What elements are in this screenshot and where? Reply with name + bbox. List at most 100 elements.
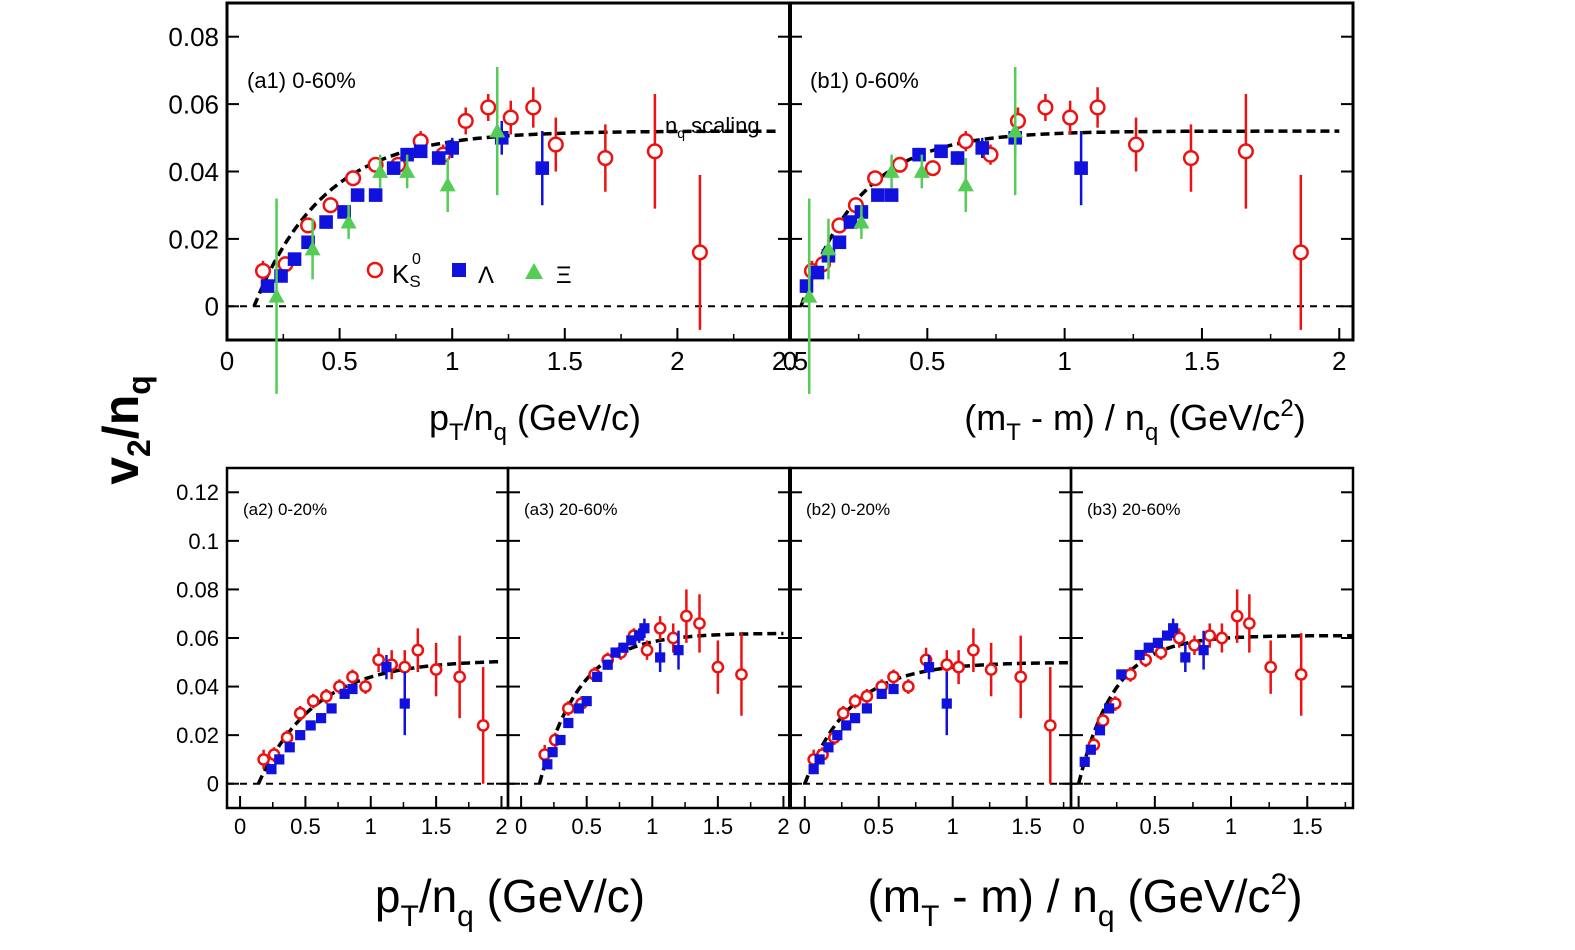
lambda-point-a3	[639, 623, 650, 634]
ks-point-a1	[345, 170, 362, 187]
ks-point-b3	[1230, 609, 1244, 623]
x-tick-label-b3: 0	[1072, 814, 1084, 839]
lambda-point-a2	[326, 703, 337, 714]
ks-point-a2	[293, 706, 307, 720]
y-axis-label-slash: /n	[93, 395, 149, 439]
ks-point-b3	[1203, 629, 1217, 642]
lambda-point-a2	[266, 764, 277, 775]
x-axis-title-a-bottom: pT/nq (GeV/c)	[375, 870, 645, 933]
ks-point-a1	[457, 112, 474, 129]
lambda-point-a3	[655, 652, 666, 663]
xi-point-a1	[372, 163, 389, 178]
x-tick-label-a2: 2	[495, 814, 507, 839]
ks-point-a2	[429, 663, 443, 676]
ks-point-b2	[940, 658, 954, 672]
x-tick-label-b3: 0.5	[1140, 814, 1171, 839]
lambda-point-b2	[808, 764, 819, 775]
lambda-point-b3	[1180, 652, 1191, 663]
panel-a2: 0 0.5 1 1.5 2 0 0.02 0.04 0.06 0.08 0.1 0.12 (a2) 0-…	[176, 466, 510, 839]
y-tick-label-a1: 0.06	[168, 89, 219, 119]
nq-scaling-annotation: nq scaling	[665, 113, 760, 141]
lambda-point-a2	[339, 688, 350, 699]
ks-point-b1	[1127, 136, 1145, 153]
panels-layer: 0 0.5 1 1.5 2 2.500.020.040.060.08(a1) 0-60%0…	[168, 1, 1355, 839]
ks-point-b3	[1154, 646, 1168, 659]
ks-point-b1	[1182, 149, 1200, 167]
ks-point-b3	[1242, 617, 1256, 630]
ks-point-b3	[1215, 631, 1229, 645]
nq-scaling-curve-a1	[252, 129, 779, 307]
xi-point-a1	[340, 214, 357, 229]
lambda-point-b1	[832, 235, 847, 250]
lambda-point-a1	[368, 188, 383, 202]
y-tick-label-a1: 0.08	[168, 22, 219, 52]
ks-point-b2	[1014, 670, 1028, 684]
lambda-point-b3	[1094, 725, 1106, 736]
lambda-point-b2	[941, 698, 952, 709]
lambda-point-a3	[563, 717, 574, 729]
lambda-point-a1	[287, 252, 302, 266]
plot-frame-b2	[788, 466, 1073, 810]
lambda-point-a2	[399, 698, 410, 709]
lambda-point-b1	[950, 151, 965, 165]
lambda-point-b1	[1074, 161, 1088, 175]
x-tick-label-a3: 2	[777, 814, 789, 839]
ks-point-b1	[924, 160, 941, 177]
x-tick-label-a3: 1.5	[703, 814, 734, 839]
legend-lambda-label: Λ	[478, 262, 494, 289]
xi-point-a1	[439, 176, 456, 192]
lambda-point-b1	[843, 215, 858, 229]
panel-a3: 0 0.5 1 1.5 2 (a3) 20-60%	[506, 466, 792, 839]
lambda-point-a3	[573, 703, 584, 714]
lambda-point-b2	[861, 703, 873, 714]
ks-point-b2	[836, 706, 850, 720]
lambda-point-b2	[841, 720, 852, 731]
lambda-point-a2	[305, 720, 316, 731]
lambda-point-b1	[810, 265, 825, 280]
lambda-point-a3	[618, 642, 629, 653]
lambda-point-a1	[386, 161, 401, 175]
xi-point-b1	[801, 288, 818, 303]
ks-point-a3	[735, 668, 748, 681]
y-tick-label-a2: 0.02	[176, 723, 219, 748]
ks-point-a1	[254, 262, 272, 279]
ks-point-a2	[306, 694, 320, 708]
ks-point-a2	[319, 689, 333, 703]
ks-point-b2	[901, 680, 915, 693]
y-axis-label-sub1: 2	[121, 439, 157, 457]
lambda-point-b3	[1161, 630, 1173, 641]
lambda-point-b2	[876, 688, 887, 699]
nq-scaling-curve-b1	[799, 129, 1340, 307]
x-tick-label-a1: 1	[445, 346, 459, 376]
x-tick-label-b1: 0	[783, 346, 797, 376]
y-tick-label-a1: 0.02	[168, 224, 219, 254]
lambda-point-a2	[274, 754, 285, 765]
ks-point-b2	[848, 694, 862, 708]
nq-scaling-curve-a3	[537, 631, 784, 785]
lambda-point-b3	[1104, 703, 1115, 714]
x-tick-label-a2: 1	[365, 814, 377, 839]
x-tick-label-a2: 1.5	[421, 814, 452, 839]
lambda-point-b1	[912, 147, 926, 162]
lambda-point-b2	[849, 713, 861, 724]
ks-point-b1	[867, 170, 884, 187]
ks-point-b3	[1096, 714, 1110, 727]
ks-point-a1	[525, 99, 542, 116]
y-tick-label-a2: 0	[207, 772, 219, 797]
ks-point-b1	[1237, 143, 1254, 160]
ks-point-a2	[411, 643, 425, 657]
x-tick-label-a3: 1	[646, 814, 658, 839]
nq-scaling-curve-b3	[1076, 633, 1354, 785]
lambda-point-b1	[934, 144, 948, 159]
lambda-point-b3	[1116, 669, 1127, 680]
xi-point-b1	[853, 214, 870, 229]
legend-xi-marker	[525, 263, 543, 279]
ks-point-a2	[280, 731, 294, 744]
xi-point-a1	[268, 288, 285, 303]
lambda-point-b3	[1168, 623, 1179, 634]
lambda-point-b2	[832, 730, 843, 741]
lambda-point-a3	[555, 734, 566, 746]
lambda-point-a3	[602, 659, 613, 670]
x-tick-label-a1: 0.5	[322, 346, 358, 376]
